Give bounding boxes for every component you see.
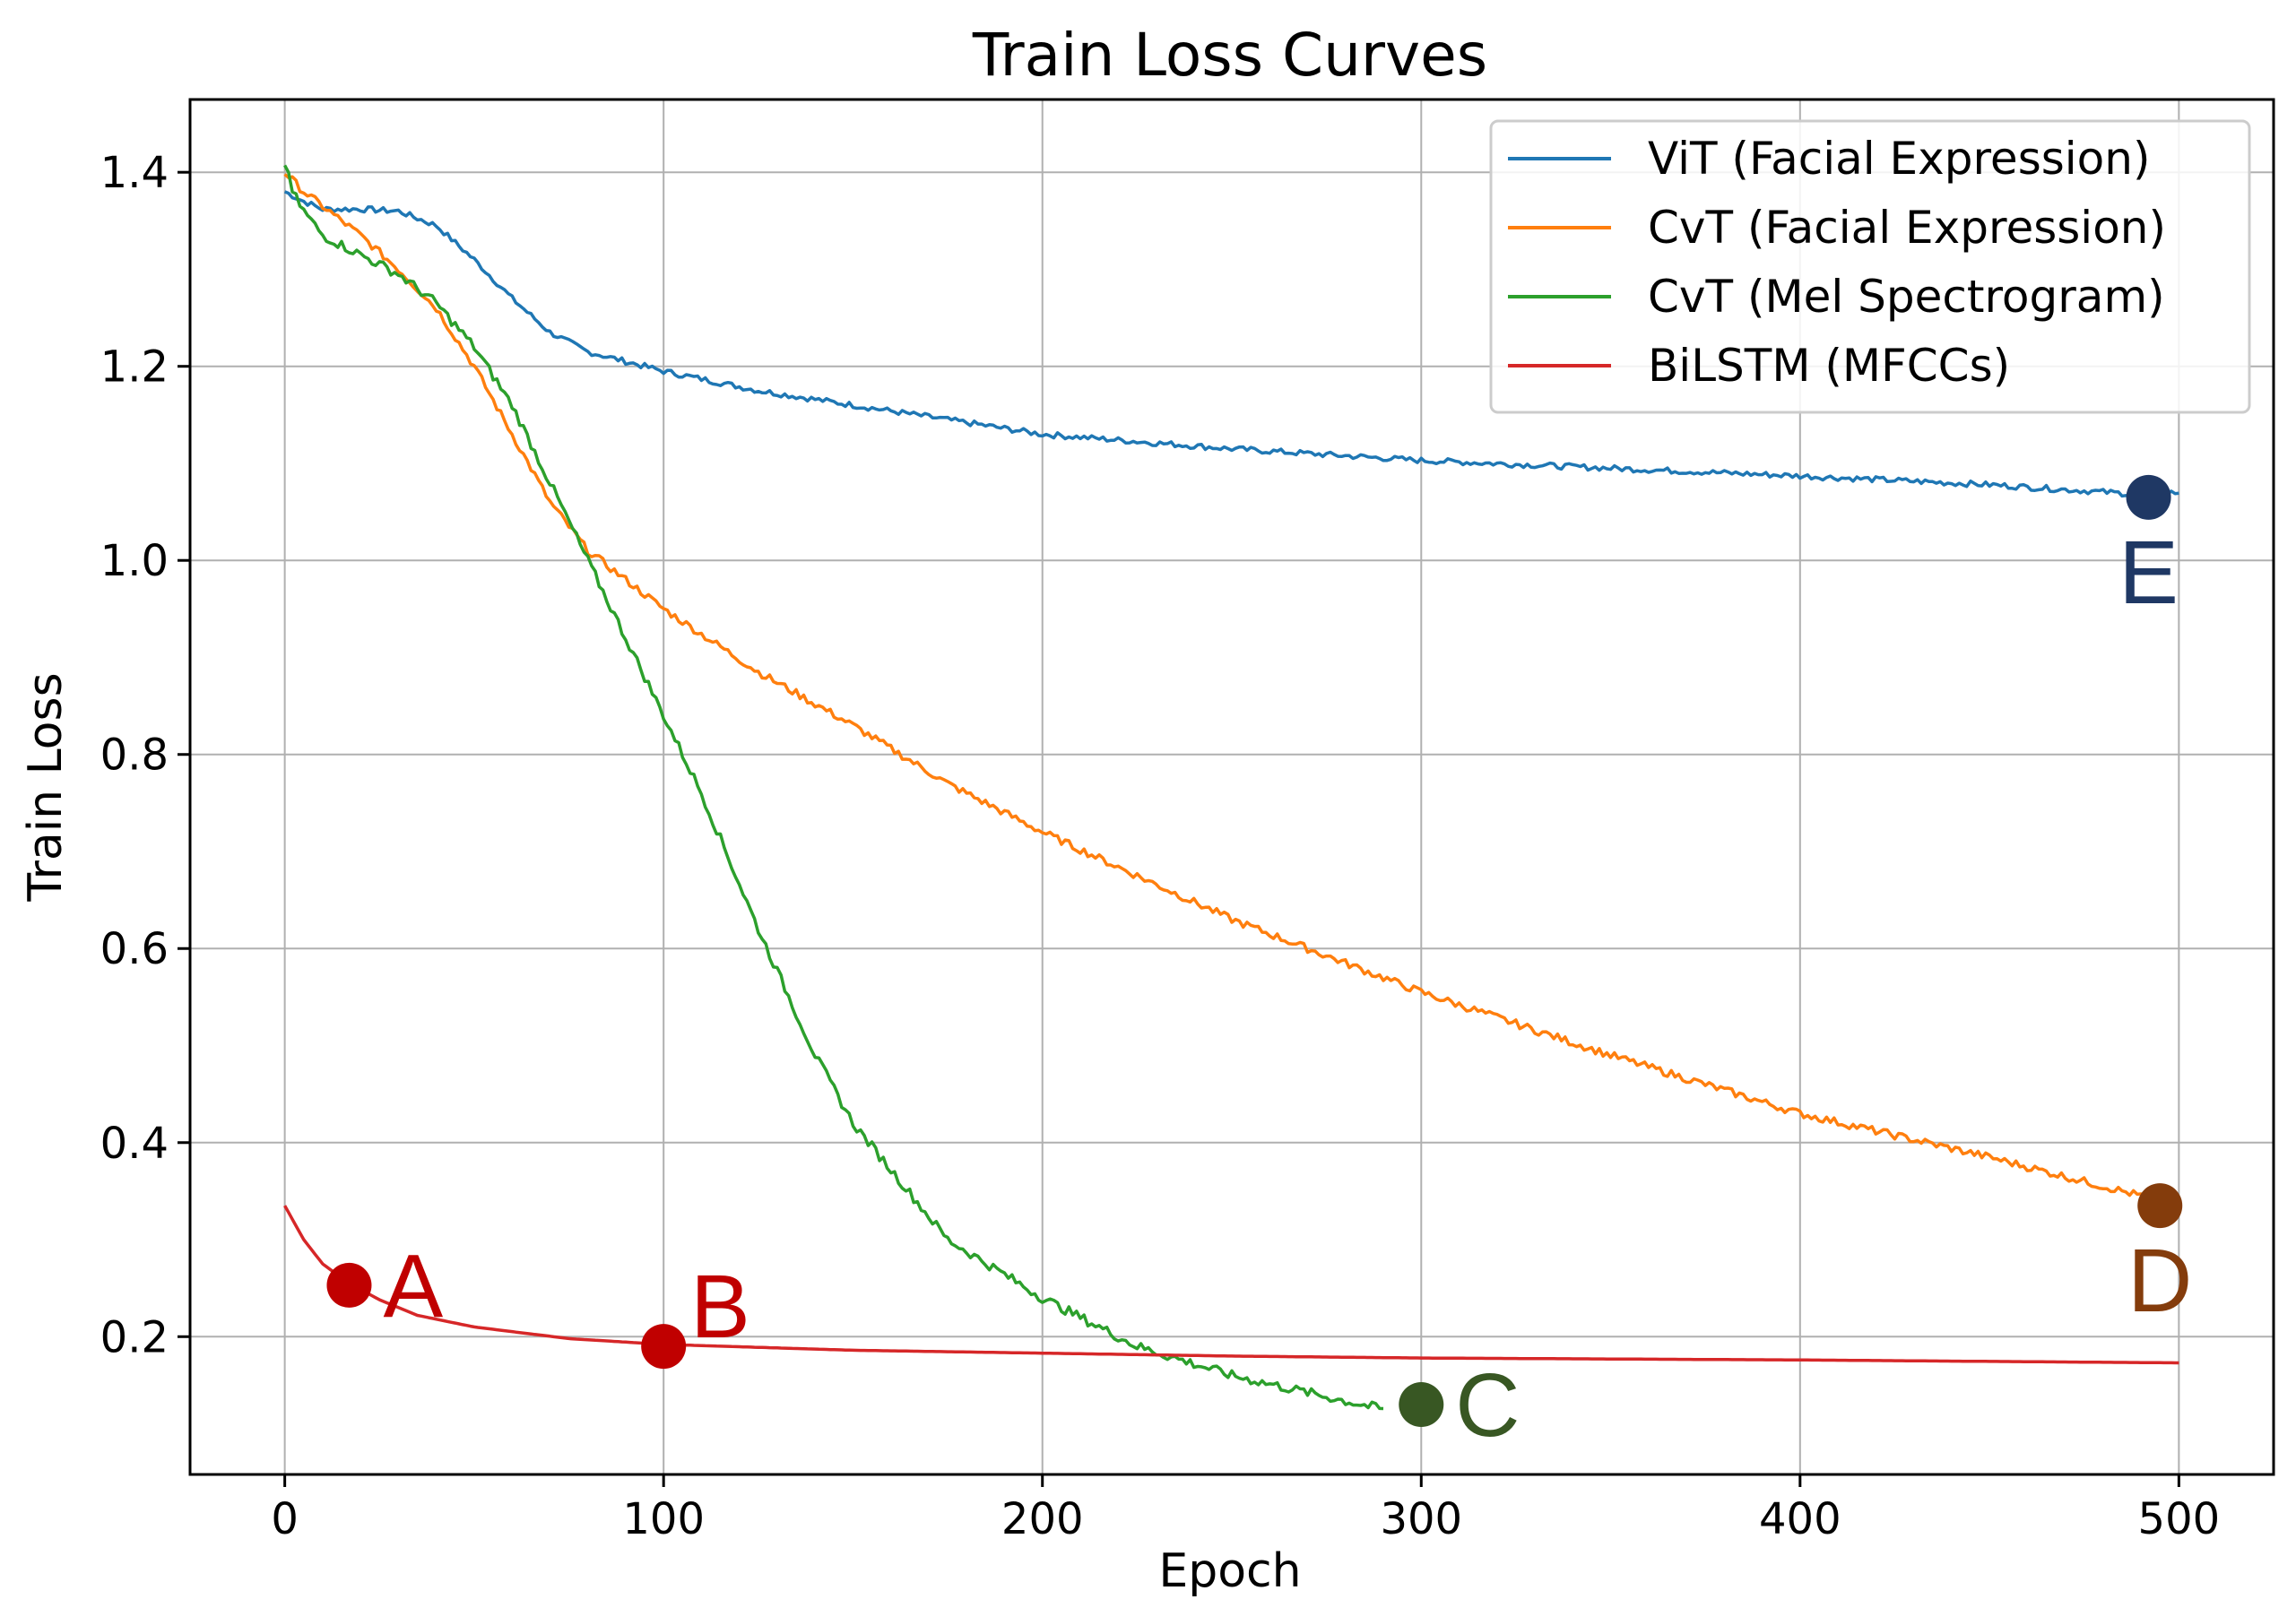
series-line-3 — [283, 1205, 2179, 1365]
annotation-marker-b — [641, 1324, 687, 1370]
x-tick-label: 400 — [1759, 1494, 1841, 1544]
legend-entry-1: CvT (Facial Expression) — [1648, 202, 2166, 254]
x-tick-label: 300 — [1380, 1494, 1462, 1544]
x-tick-label: 0 — [271, 1494, 299, 1544]
series-line-0 — [283, 190, 2179, 498]
chart-title: Train Loss Curves — [972, 21, 1487, 90]
x-tick-label: 500 — [2138, 1494, 2221, 1544]
y-tick-label: 1.0 — [100, 536, 169, 586]
y-tick-label: 0.8 — [100, 731, 169, 781]
annotation-marker-d — [2137, 1183, 2183, 1229]
x-tick-label: 100 — [622, 1494, 705, 1544]
plot-frame — [188, 98, 2275, 1476]
annotation-marker-c — [1399, 1382, 1444, 1428]
annotation-label-b: B — [690, 1257, 750, 1357]
y-axis-ticks: 0.2 0.4 0.6 0.8 1.0 1.2 1.4 — [100, 148, 190, 1362]
legend-entry-2: CvT (Mel Spectrogram) — [1648, 271, 2165, 323]
y-tick-label: 0.4 — [100, 1119, 169, 1169]
y-tick-label: 1.2 — [100, 342, 169, 393]
annotation-label-a: A — [383, 1236, 443, 1336]
legend-entry-0: ViT (Facial Expression) — [1648, 133, 2150, 185]
annotations: A B C D E — [326, 474, 2192, 1456]
annotation-label-d: D — [2127, 1231, 2192, 1331]
annotation-marker-a — [326, 1262, 372, 1308]
series-line-2 — [283, 164, 1384, 1411]
y-tick-label: 1.4 — [100, 148, 169, 198]
x-axis-ticks: 0 100 200 300 400 500 — [271, 1474, 2220, 1544]
legend-box — [1489, 119, 2251, 414]
series-lines — [283, 164, 2179, 1411]
x-tick-label: 200 — [1001, 1494, 1084, 1544]
series-line-1 — [283, 173, 2162, 1204]
y-axis-label: Train Loss — [19, 672, 73, 902]
y-tick-label: 0.6 — [100, 924, 169, 974]
legend-entry-3: BiLSTM (MFCCs) — [1648, 340, 2010, 392]
annotation-label-c: C — [1455, 1355, 1520, 1456]
annotation-marker-e — [2126, 474, 2171, 520]
y-tick-label: 0.2 — [100, 1312, 169, 1362]
annotation-label-e: E — [2118, 523, 2179, 623]
x-axis-label: Epoch — [1158, 1544, 1301, 1598]
legend: ViT (Facial Expression) CvT (Facial Expre… — [1489, 119, 2251, 414]
